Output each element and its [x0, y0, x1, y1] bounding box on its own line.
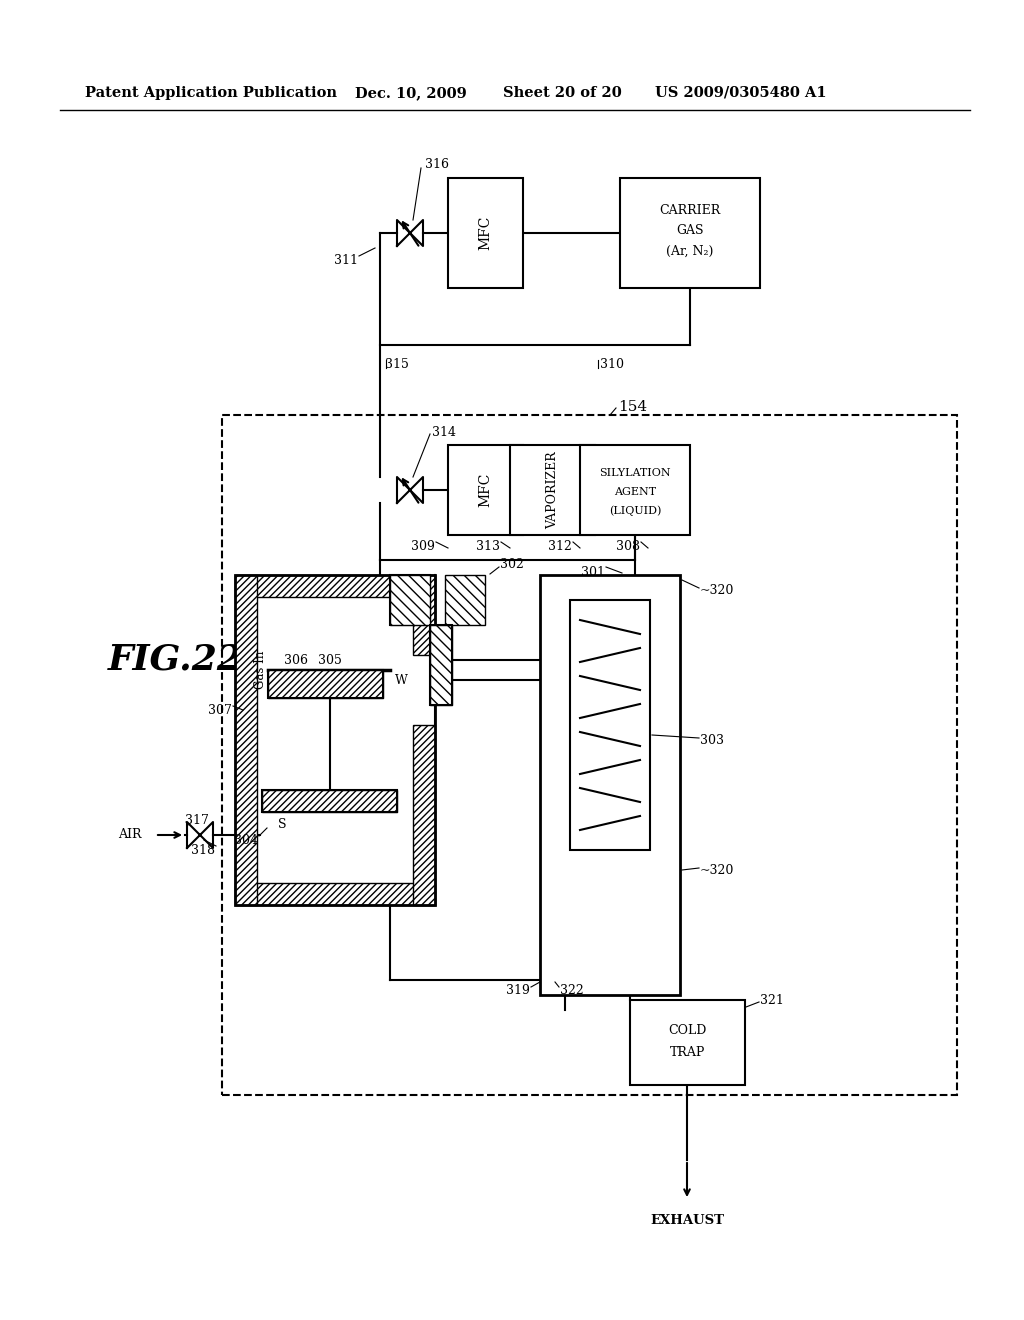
Polygon shape: [390, 576, 430, 624]
Text: W: W: [395, 673, 408, 686]
Text: S: S: [278, 818, 287, 832]
Text: 314: 314: [432, 425, 456, 438]
Text: 154: 154: [618, 400, 647, 414]
Text: 308: 308: [616, 540, 640, 553]
Text: (LIQUID): (LIQUID): [609, 506, 662, 516]
Text: 317: 317: [185, 813, 209, 826]
Text: 318: 318: [191, 843, 215, 857]
Text: 319: 319: [506, 983, 530, 997]
Bar: [570, 601, 650, 850]
Bar: [222, 414, 957, 1096]
Text: SILYLATION: SILYLATION: [599, 469, 671, 478]
Text: 303: 303: [700, 734, 724, 747]
Text: 313: 313: [476, 540, 500, 553]
Bar: [413, 576, 435, 655]
Bar: [430, 624, 452, 705]
Bar: [449, 178, 523, 288]
Text: MFC: MFC: [478, 215, 493, 251]
Text: 307: 307: [208, 704, 232, 717]
Text: 306: 306: [284, 653, 308, 667]
Bar: [449, 445, 523, 535]
Bar: [510, 445, 595, 535]
Text: 312: 312: [548, 540, 572, 553]
Text: 321: 321: [760, 994, 784, 1006]
Text: TRAP: TRAP: [670, 1045, 706, 1059]
Text: AGENT: AGENT: [614, 487, 656, 498]
Bar: [580, 445, 690, 535]
Text: COLD: COLD: [669, 1023, 707, 1036]
Text: ~320: ~320: [700, 583, 734, 597]
Text: US 2009/0305480 A1: US 2009/0305480 A1: [655, 86, 826, 100]
Bar: [262, 789, 397, 812]
Bar: [268, 671, 383, 698]
Bar: [540, 576, 680, 995]
Bar: [262, 789, 397, 812]
Bar: [268, 671, 383, 698]
Text: VAPORIZER: VAPORIZER: [546, 451, 559, 529]
Bar: [630, 1001, 745, 1085]
Text: FIG.22: FIG.22: [108, 643, 243, 677]
Text: GAS: GAS: [676, 224, 703, 238]
Text: Sheet 20 of 20: Sheet 20 of 20: [503, 86, 622, 100]
Bar: [445, 576, 485, 624]
Text: 310: 310: [600, 359, 624, 371]
Bar: [620, 178, 760, 288]
Bar: [390, 576, 430, 624]
Bar: [430, 624, 452, 705]
Text: ~320: ~320: [700, 863, 734, 876]
Text: 301: 301: [581, 565, 605, 578]
Text: 305: 305: [318, 653, 342, 667]
Text: 322: 322: [560, 983, 584, 997]
Text: EXHAUST: EXHAUST: [650, 1213, 724, 1226]
Text: CARRIER: CARRIER: [659, 205, 721, 218]
Bar: [234, 576, 435, 906]
Bar: [234, 576, 257, 906]
Text: 311: 311: [334, 253, 358, 267]
Text: (Ar, N₂): (Ar, N₂): [667, 244, 714, 257]
Text: 302: 302: [500, 558, 524, 572]
Text: 316: 316: [425, 158, 449, 172]
Text: MFC: MFC: [478, 473, 493, 507]
Text: 304: 304: [234, 833, 258, 846]
Text: AIR: AIR: [119, 829, 142, 842]
Bar: [413, 725, 435, 906]
Text: Dec. 10, 2009: Dec. 10, 2009: [355, 86, 467, 100]
Text: 309: 309: [411, 540, 435, 553]
Bar: [234, 576, 435, 597]
Text: Patent Application Publication: Patent Application Publication: [85, 86, 337, 100]
Text: Gas In: Gas In: [254, 651, 266, 689]
Bar: [234, 883, 435, 906]
Text: 315: 315: [385, 359, 409, 371]
